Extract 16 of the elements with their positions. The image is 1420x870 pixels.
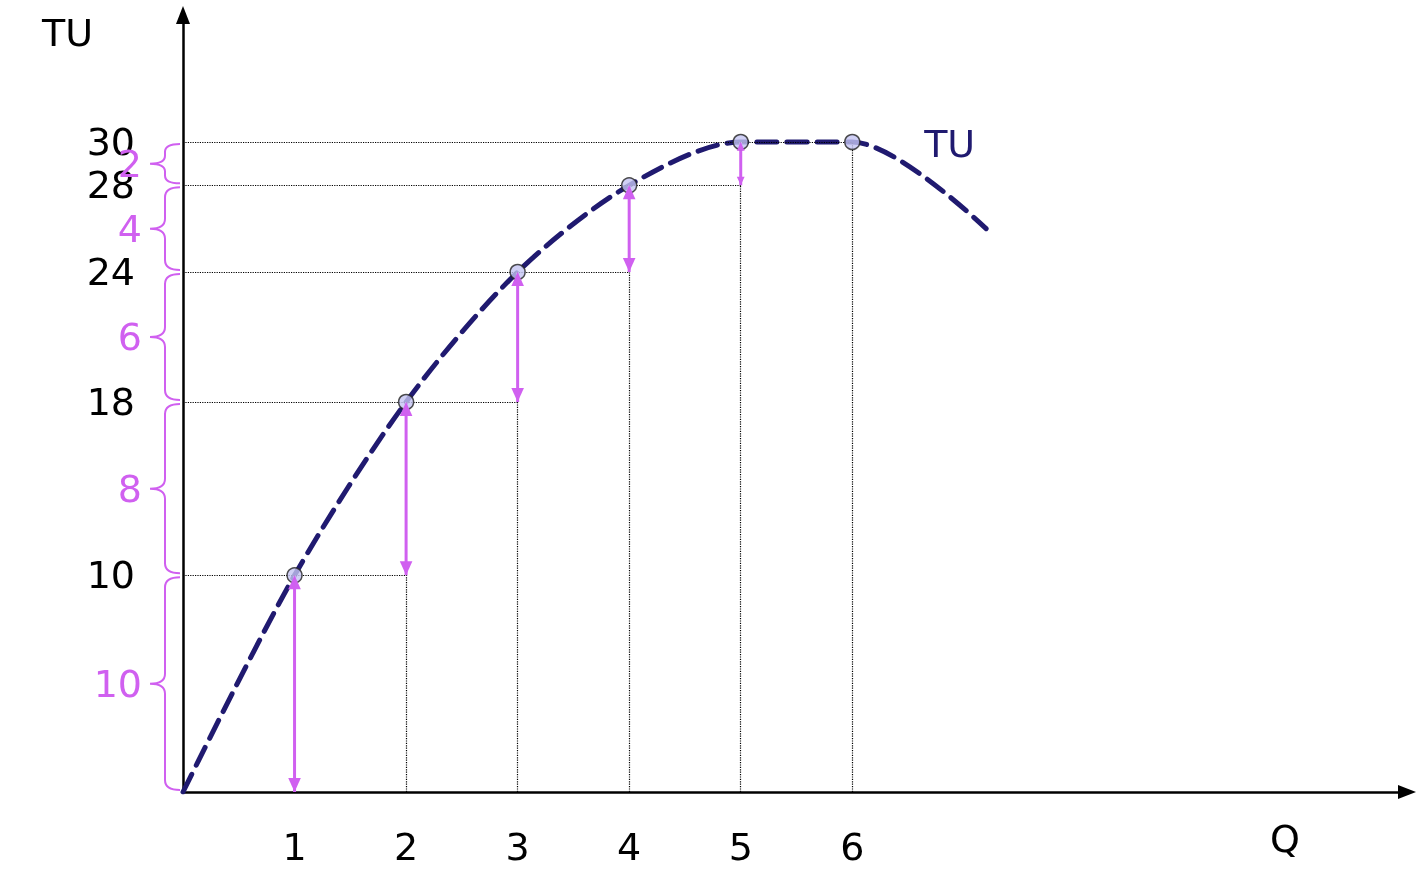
point [844,133,861,151]
y-tick-label: 10 [86,553,135,598]
y-tick-label: 18 [86,380,135,424]
x-tick-label: 4 [617,825,642,869]
x-axis-title: Q [1270,817,1300,861]
text: 4 [117,206,142,251]
x-tick-label: 6 [840,825,865,869]
series-label: TU [923,121,976,166]
x-tick-label: 2 [394,825,419,869]
x-tick-label: 5 [728,825,753,869]
text: 6 [117,315,142,359]
y-tick-label: 24 [86,250,135,294]
x-tick-label: 1 [282,825,307,869]
y-axis-title: TU [40,11,93,55]
text: 8 [117,466,142,511]
x-tick-label: 3 [505,825,530,869]
